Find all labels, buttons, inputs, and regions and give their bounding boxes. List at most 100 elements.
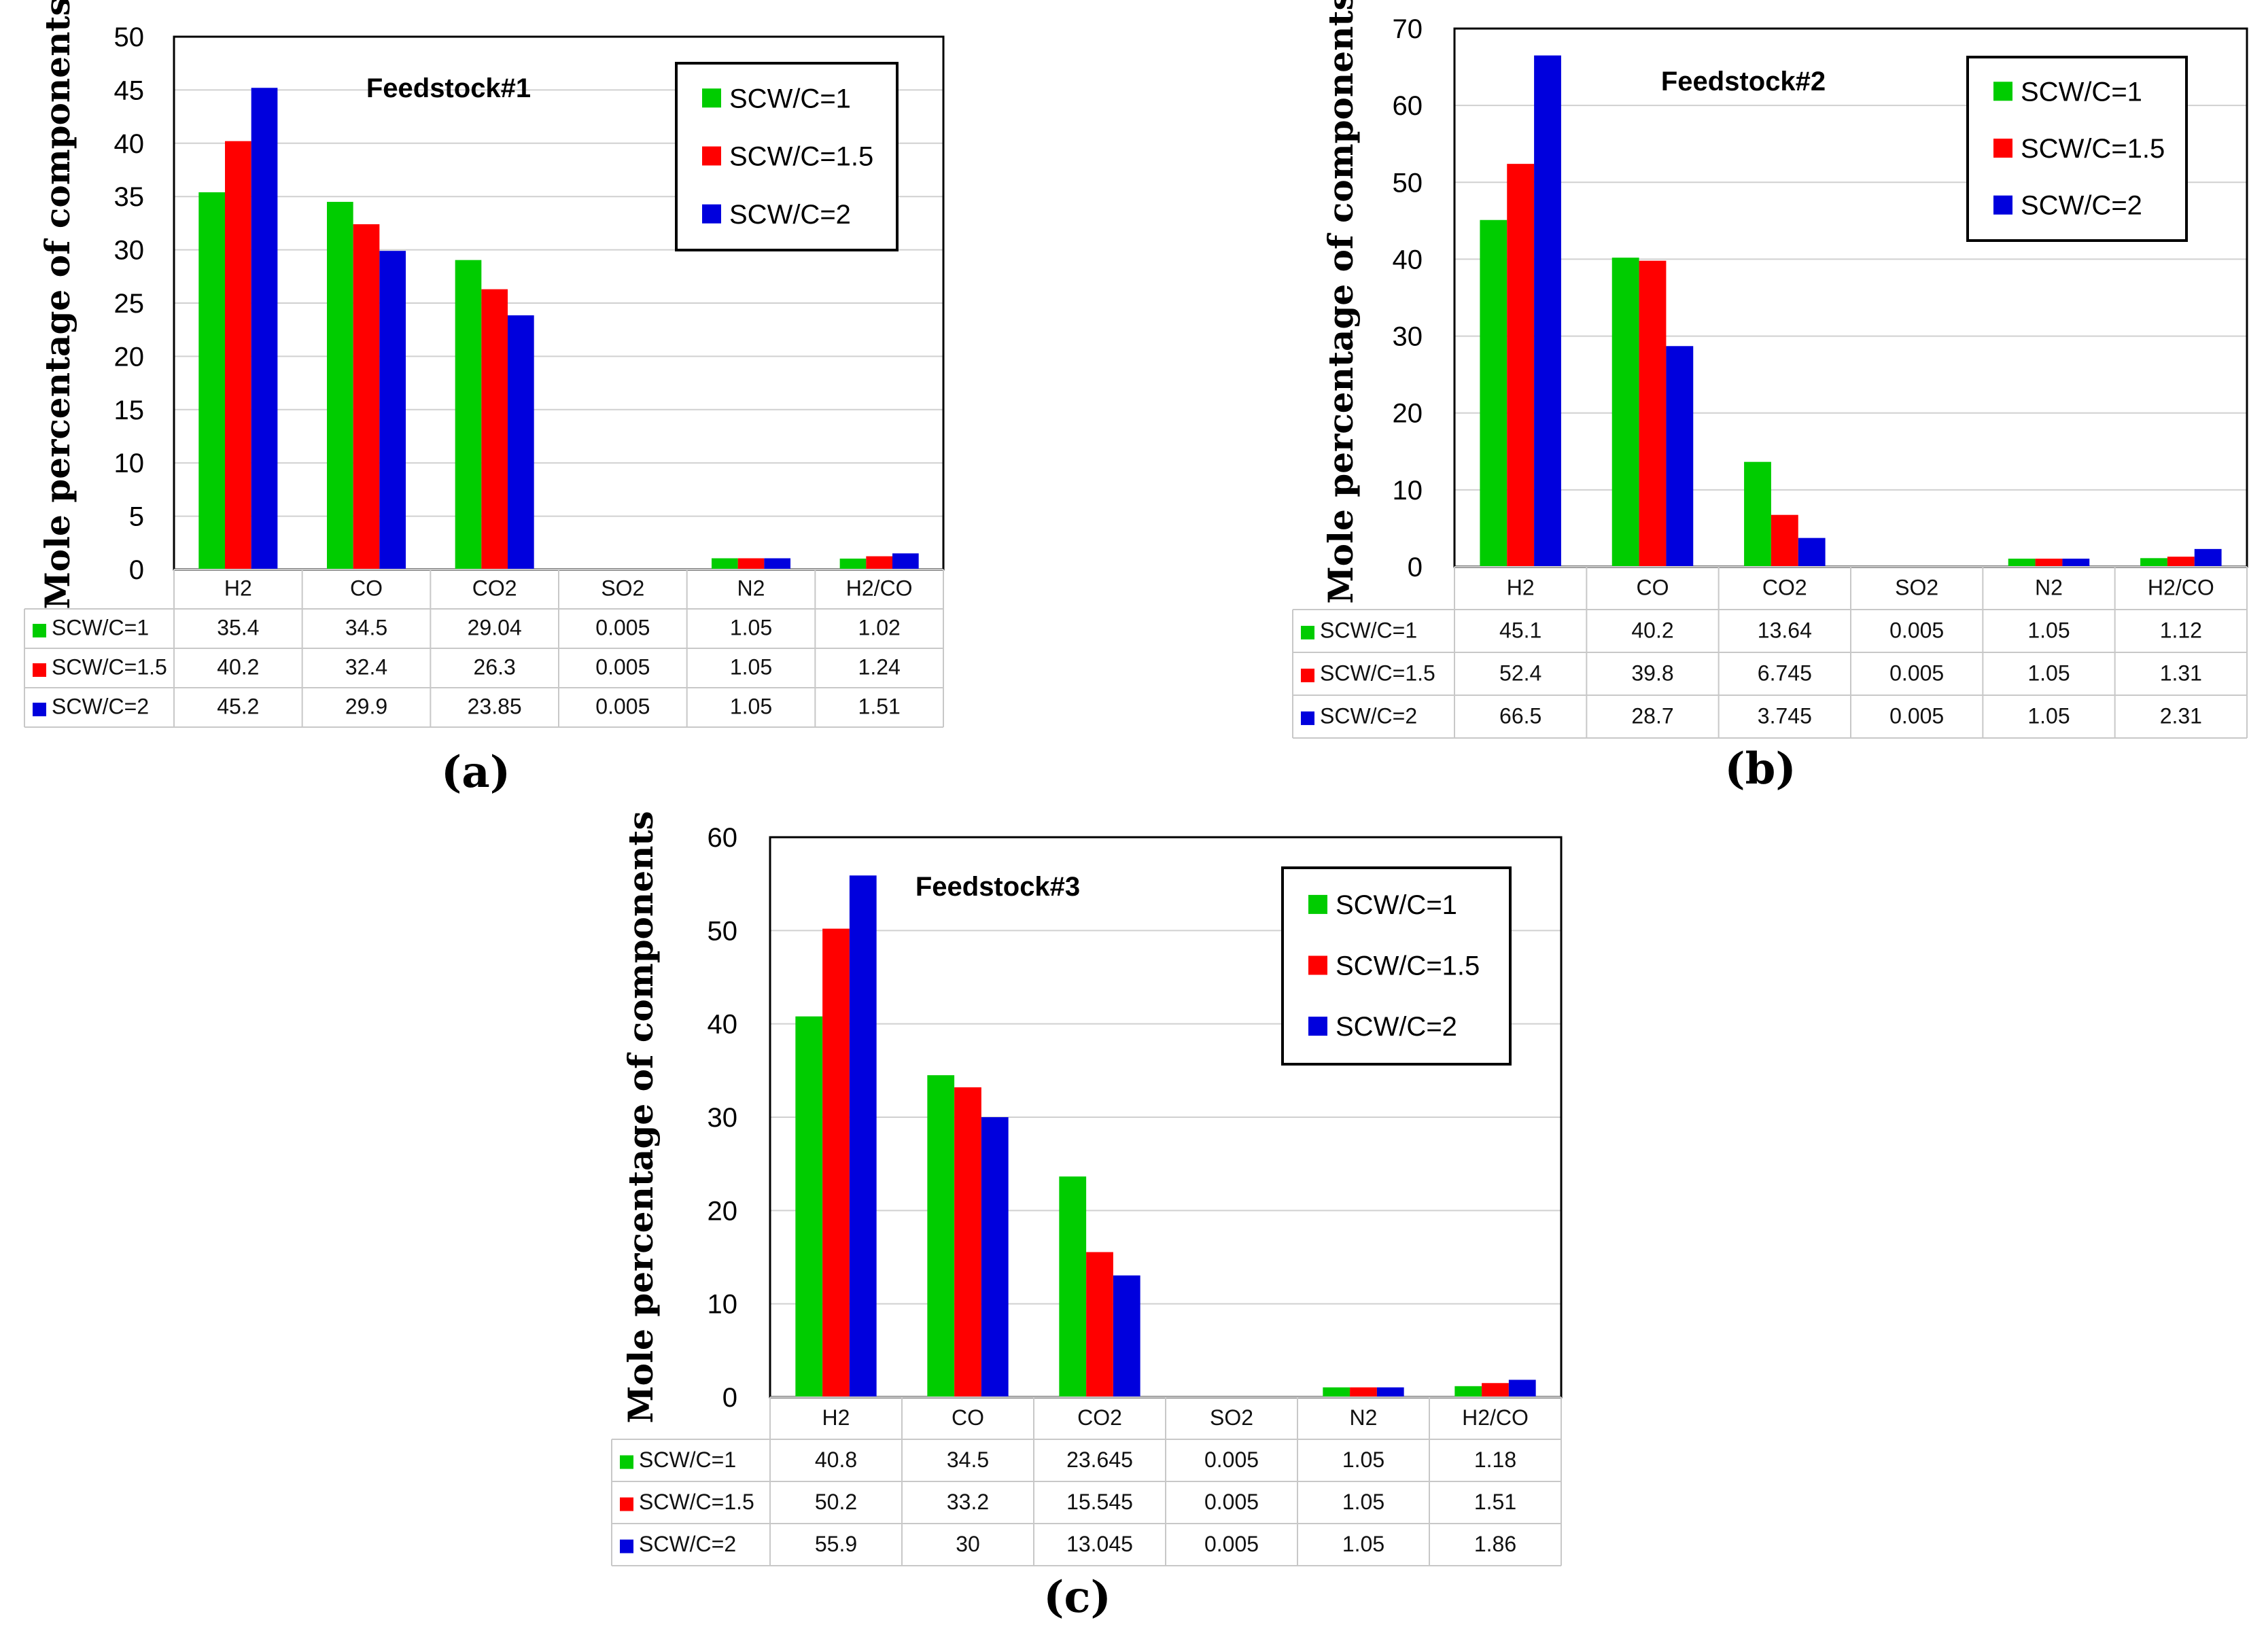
data-label: 33.2 [947,1490,989,1514]
bar [866,556,893,569]
data-label: 1.24 [858,654,901,679]
bar [1086,1252,1113,1397]
y-tick-label: 10 [1393,476,1423,506]
data-label: 1.05 [2027,618,2070,643]
bar [455,260,482,569]
bar [379,251,406,569]
y-tick-label: 20 [708,1196,738,1226]
data-label: 13.64 [1758,618,1812,643]
bar [927,1075,955,1397]
legend-entry: SCW/C=2 [729,200,851,230]
panel-caption: (a) [441,747,510,798]
data-label: 0.005 [1204,1532,1259,1556]
data-label: 52.4 [1499,661,1541,686]
y-tick-label: 30 [708,1103,738,1133]
x-tick-label: H2/CO [2148,576,2214,600]
y-axis-label: Mole percentage of components [1321,0,1361,604]
x-tick-label: CO [952,1405,984,1430]
data-label: 0.005 [595,694,650,718]
bar [481,289,508,569]
data-label: 28.7 [1631,704,1673,728]
bar [1113,1275,1140,1397]
data-label: 55.9 [815,1532,857,1556]
data-label: 40.2 [217,654,259,679]
legend-entry: SCW/C=1 [729,84,851,113]
data-label: 1.05 [1342,1490,1384,1514]
bar [2062,559,2090,567]
table-row-label: SCW/C=1.5 [52,654,167,679]
y-tick-label: 40 [1393,245,1423,275]
table-legend-swatch [1301,711,1314,725]
data-label: 0.005 [1204,1447,1259,1472]
x-tick-label: N2 [737,576,765,600]
data-label: 0.005 [1204,1490,1259,1514]
legend-swatch [1993,139,2012,158]
data-label: 0.005 [1889,704,1944,728]
bar [1350,1387,1377,1397]
bar [737,558,765,569]
chart-title: Feedstock#3 [916,872,1080,902]
table-legend-swatch [33,663,46,678]
y-tick-label: 40 [114,129,145,159]
y-tick-label: 0 [722,1383,737,1413]
table-legend-swatch [1301,625,1314,639]
data-label: 26.3 [474,654,516,679]
y-tick-label: 0 [129,555,144,585]
table-row-label: SCW/C=1 [1320,618,1417,643]
data-label: 3.745 [1758,704,1812,728]
y-tick-label: 15 [114,396,145,425]
bar [1534,55,1561,567]
bar [954,1087,981,1397]
data-label: 50.2 [815,1490,857,1514]
bar [2035,559,2063,567]
y-tick-label: 50 [708,916,738,946]
chart-title: Feedstock#2 [1661,67,1826,96]
bar [1798,538,1826,567]
y-tick-label: 35 [114,182,145,212]
data-label: 15.545 [1066,1490,1133,1514]
legend-entry: SCW/C=1 [1336,890,1457,920]
data-label: 1.05 [730,654,772,679]
bar [822,928,850,1397]
x-tick-label: SO2 [1210,1405,1253,1430]
bar [2008,559,2036,567]
data-label: 1.86 [1474,1532,1516,1556]
table-row-label: SCW/C=2 [52,694,149,718]
bar [2194,548,2222,567]
data-label: 6.745 [1758,661,1812,686]
legend-entry: SCW/C=1.5 [2021,134,2165,164]
data-label: 1.05 [730,694,772,718]
y-tick-label: 10 [114,449,145,478]
data-label: 23.85 [468,694,522,718]
data-label: 1.05 [1342,1532,1384,1556]
bar [251,88,278,569]
x-tick-label: SO2 [1895,576,1938,600]
chart-1: 0 5 10 15 20 25 30 35 40 45 50 Mole percentage of c… [24,0,945,798]
y-tick-label: 10 [708,1290,738,1320]
legend-swatch [1308,1017,1327,1036]
table-legend-swatch [33,703,46,717]
data-label: 1.51 [1474,1490,1516,1514]
x-tick-label: CO2 [1762,576,1807,600]
data-label: 1.05 [2027,661,2070,686]
data-label: 29.9 [345,694,387,718]
table-legend-swatch [620,1539,633,1553]
x-tick-label: CO [350,576,383,600]
legend-entry: SCW/C=1.5 [1336,951,1480,981]
bar [1480,219,1507,567]
data-label: 45.2 [217,694,259,718]
bar [224,141,251,569]
data-label: 1.31 [2160,661,2202,686]
data-label: 2.31 [2160,704,2202,728]
panel-caption: (c) [1043,1572,1111,1623]
x-tick-label: N2 [1350,1405,1378,1430]
bar [839,559,867,569]
x-tick-label: CO2 [1077,1405,1122,1430]
data-label: 1.02 [858,615,901,639]
bar [353,224,380,569]
legend-swatch [1993,82,2012,101]
chart-3: 0 10 20 30 40 50 60 Mole percentage of componen… [611,811,1563,1623]
legend-entry: SCW/C=1 [2021,77,2142,107]
bar [1508,1379,1536,1397]
table-row-label: SCW/C=2 [639,1532,736,1556]
